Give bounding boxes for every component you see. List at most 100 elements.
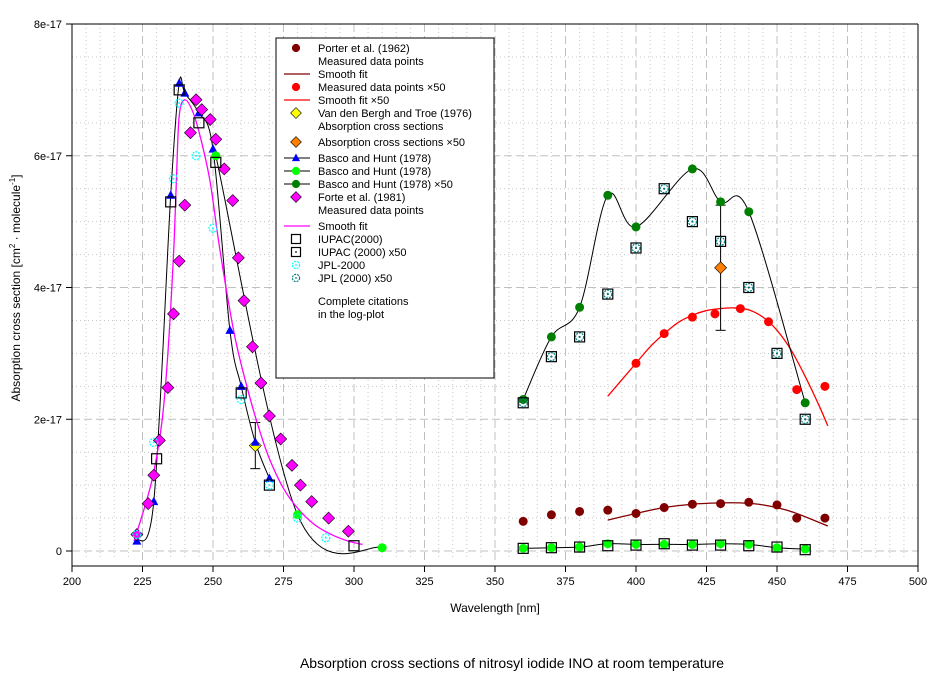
marker-circle-dot	[236, 394, 246, 405]
marker-diamond	[322, 511, 336, 525]
data-point	[658, 538, 670, 550]
marker-circle	[603, 505, 613, 515]
data-point	[293, 513, 303, 523]
marker-circle	[659, 503, 669, 513]
marker-circle-dot	[772, 348, 782, 358]
data-point	[203, 113, 217, 126]
marker-dot	[578, 335, 581, 338]
marker-diamond	[178, 198, 192, 212]
legend: Porter et al. (1962)Measured data points…	[275, 37, 495, 379]
data-point	[820, 513, 830, 523]
marker-circle	[800, 398, 810, 408]
marker-diamond	[285, 458, 299, 472]
legend-label: JPL-2000	[318, 260, 365, 272]
data-point	[800, 414, 810, 424]
legend-label: Smooth fit	[318, 69, 368, 81]
y-tick-label: 6e-17	[34, 151, 62, 163]
x-tick-label: 475	[838, 576, 856, 588]
marker-circle-dot	[293, 513, 303, 523]
marker-dot	[178, 102, 181, 105]
marker-square	[799, 544, 811, 556]
marker-square	[210, 156, 222, 168]
marker-square	[151, 453, 163, 465]
marker-circle	[291, 166, 301, 176]
data-point	[237, 294, 251, 308]
marker-circle	[764, 317, 774, 327]
data-point	[161, 381, 175, 395]
marker-diamond	[203, 113, 217, 126]
marker-circle-dot	[208, 223, 218, 233]
legend-label: Measured data points ×50	[318, 82, 446, 94]
data-point	[744, 497, 754, 507]
marker-circle	[792, 385, 802, 395]
marker-circle-dot	[191, 151, 201, 161]
marker-dot	[295, 251, 297, 253]
data-point	[208, 144, 218, 153]
data-point	[293, 478, 307, 492]
legend-label: JPL (2000) x50	[318, 273, 392, 285]
data-point	[225, 325, 235, 334]
y-tick-label: 4e-17	[34, 283, 62, 295]
data-point	[744, 207, 754, 217]
marker-dot	[747, 286, 750, 289]
legend-marker-icon	[291, 153, 301, 162]
axes: 200 225 250 275 300 325 350 375 400 425 450 475 500 0…	[34, 19, 927, 588]
y-axis-title-suffix: ]	[9, 174, 23, 177]
marker-dot	[691, 220, 694, 223]
marker-dot	[804, 418, 807, 421]
data-point	[744, 539, 754, 549]
y-tick-label: 8e-17	[34, 19, 62, 31]
marker-circle-dot	[687, 217, 698, 227]
marker-circle-dot	[291, 273, 301, 283]
legend-label: Smooth fit	[318, 221, 368, 233]
marker-triangle	[225, 325, 235, 334]
marker-circle-dot	[149, 437, 159, 447]
data-point	[518, 398, 528, 408]
marker-diamond	[147, 468, 161, 482]
chart-caption: Absorption cross sections of nitrosyl io…	[300, 655, 724, 671]
data-point	[630, 539, 642, 551]
legend-item: Van den Bergh and Troe (1976)Absorption …	[290, 107, 472, 133]
legend-item: Absorption cross sections ×50	[290, 136, 465, 149]
x-tick-label: 375	[556, 576, 574, 588]
data-point	[545, 542, 558, 554]
data-point	[254, 376, 268, 390]
data-point	[191, 151, 201, 161]
legend-label: IUPAC (2000) x50	[318, 247, 406, 259]
marker-diamond	[290, 107, 302, 119]
marker-diamond	[152, 433, 166, 447]
data-point	[687, 217, 698, 227]
marker-diamond	[254, 376, 268, 390]
marker-diamond	[226, 194, 240, 207]
data-point	[771, 541, 783, 553]
legend-item: Basco and Hunt (1978)	[284, 153, 431, 165]
marker-square-dot	[686, 216, 699, 228]
series-markers	[130, 78, 830, 556]
data-point	[772, 348, 782, 358]
y-axis-title-sup1: 2	[8, 243, 17, 248]
marker-circle	[631, 358, 641, 368]
legend-label: Basco and Hunt (1978)	[318, 166, 431, 178]
data-point	[517, 542, 529, 554]
marker-circle-dot	[715, 236, 726, 246]
data-point	[764, 317, 774, 327]
marker-circle-dot	[518, 398, 528, 408]
marker-dot	[135, 533, 138, 536]
x-tick-label: 350	[486, 576, 504, 588]
marker-diamond	[167, 307, 180, 321]
data-point	[210, 156, 222, 168]
data-point	[602, 540, 614, 552]
data-point	[573, 541, 586, 553]
data-point	[714, 261, 728, 275]
marker-circle	[518, 516, 528, 526]
marker-square-dot	[714, 235, 727, 247]
marker-circle	[377, 543, 387, 553]
marker-circle	[631, 539, 641, 549]
legend-label-line2: Absorption cross sections	[318, 121, 444, 133]
marker-circle-dot	[546, 352, 557, 362]
marker-circle	[772, 500, 782, 510]
marker-circle	[744, 497, 754, 507]
marker-circle-dot	[631, 243, 641, 253]
data-point	[687, 499, 697, 509]
marker-diamond	[217, 162, 231, 176]
